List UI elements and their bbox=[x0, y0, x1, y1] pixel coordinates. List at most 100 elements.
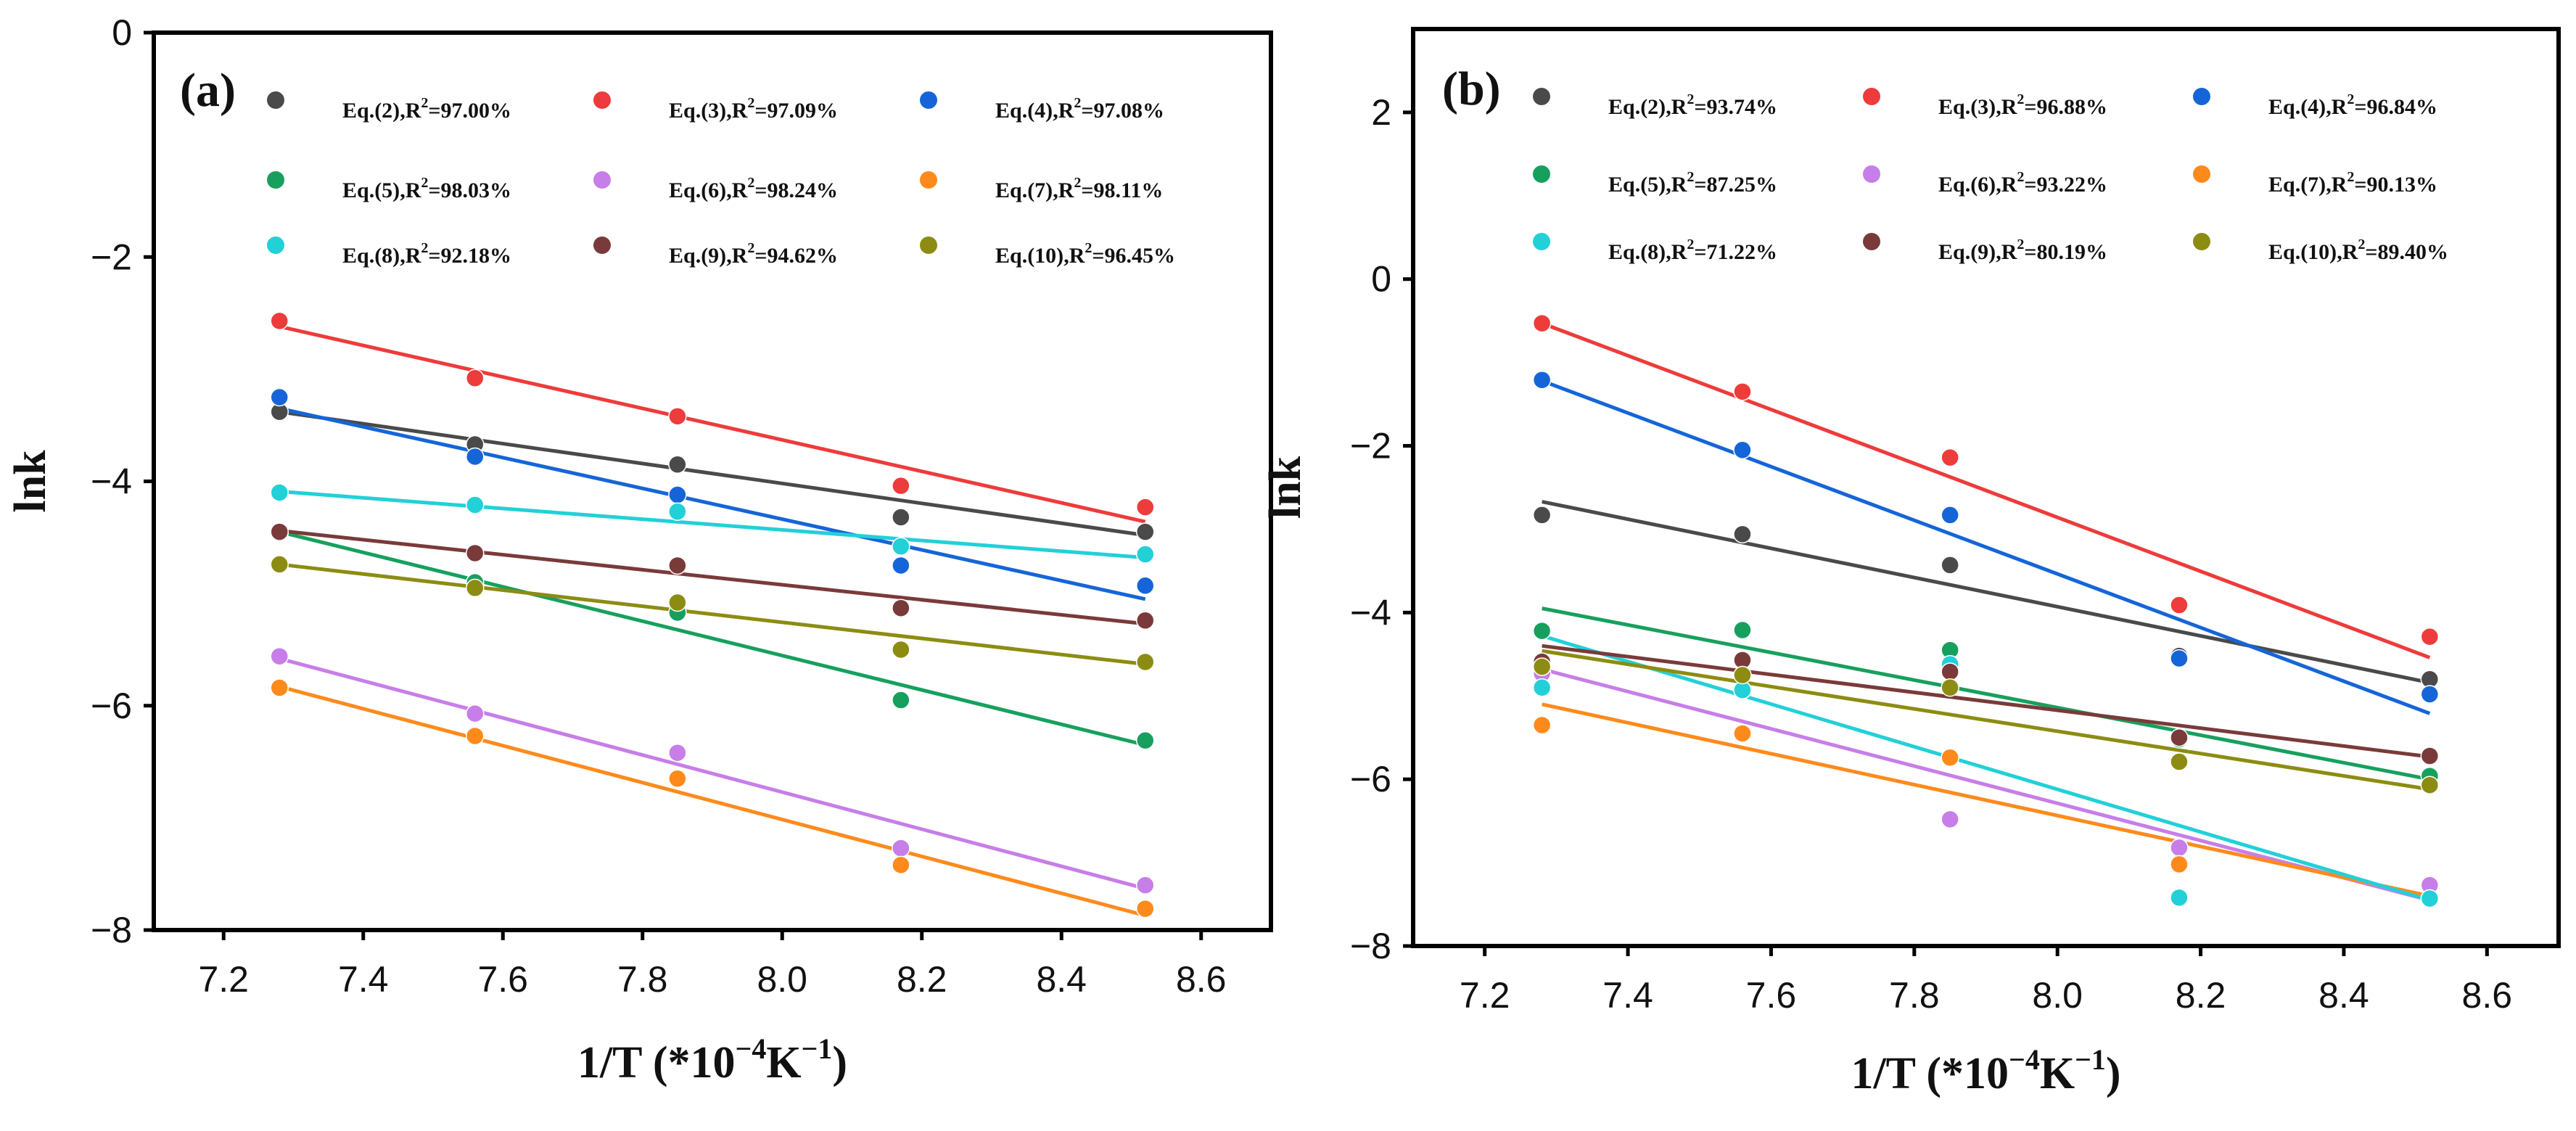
fit-line bbox=[279, 406, 1146, 601]
legend-entry-r: ,R bbox=[1996, 240, 2017, 264]
legend-entry: Eq.(10),R2=96.45% bbox=[995, 240, 1175, 268]
data-point bbox=[1136, 611, 1155, 630]
legend-marker bbox=[1863, 88, 1880, 105]
legend-marker bbox=[593, 91, 611, 109]
data-point bbox=[466, 369, 485, 387]
legend-marker bbox=[2193, 233, 2210, 250]
legend-entry-equals: = bbox=[1092, 244, 1104, 268]
x-tick-label: 7.2 bbox=[198, 959, 249, 1000]
x-tick-label: 7.8 bbox=[617, 959, 668, 1000]
legend-entry-r: ,R bbox=[2337, 240, 2358, 264]
data-point bbox=[2170, 728, 2189, 747]
data-point bbox=[1532, 678, 1552, 697]
chart-panel-b: 7.2 7.4 7.6 7.8 8.0 8.2 8.4 8.6 2 0 −2 −4 −6 −8 lnk 1/T… bbox=[1261, 27, 2561, 1098]
data-point bbox=[1733, 440, 1752, 460]
legend-entry-r-exponent: 2 bbox=[2358, 237, 2365, 252]
data-point bbox=[892, 508, 910, 527]
legend-entry-r-exponent: 2 bbox=[2017, 237, 2024, 252]
legend-entry-r-exponent: 2 bbox=[747, 240, 754, 256]
x-axis-label-unit-exponent: −1 bbox=[2075, 1043, 2106, 1076]
y-tick-label: −2 bbox=[91, 237, 132, 277]
data-point bbox=[1941, 448, 1959, 467]
data-point bbox=[892, 556, 910, 575]
data-point bbox=[2420, 627, 2440, 646]
data-point bbox=[1532, 657, 1552, 676]
legend-entry-r-exponent: 2 bbox=[747, 95, 754, 111]
y-tick-label: −6 bbox=[91, 686, 132, 726]
legend-entry: Eq.(3),R2=97.09% bbox=[669, 95, 838, 123]
data-point bbox=[270, 678, 289, 697]
legend-entry-r2: 89.40% bbox=[2377, 240, 2448, 264]
data-point bbox=[1136, 899, 1155, 918]
fit-line bbox=[1542, 500, 2430, 685]
legend-marker bbox=[920, 171, 937, 189]
legend-entry-name: Eq.(8) bbox=[342, 244, 400, 268]
legend-entry-r2: 92.18% bbox=[440, 244, 511, 268]
legend-marker bbox=[2193, 88, 2210, 105]
x-tick-label: 8.0 bbox=[757, 959, 807, 1000]
fit-line bbox=[1542, 649, 2430, 791]
legend-entry-name: Eq.(2) bbox=[1608, 95, 1666, 119]
legend-entry-r-exponent: 2 bbox=[747, 175, 754, 191]
legend-entry: Eq.(3),R2=96.88% bbox=[1938, 91, 2107, 119]
y-tick-label: −6 bbox=[1350, 759, 1391, 799]
data-point bbox=[1532, 715, 1552, 735]
legend-entry-r2: 94.62% bbox=[767, 244, 838, 268]
legend-entry-name: Eq.(4) bbox=[995, 99, 1053, 123]
x-axis-label-main: 1/T (*10 bbox=[577, 1038, 736, 1087]
plot-frame bbox=[152, 30, 1273, 932]
data-point bbox=[668, 502, 687, 521]
legend-entry-r: ,R bbox=[1053, 178, 1074, 202]
x-tick-label: 8.4 bbox=[2318, 975, 2369, 1016]
y-axis-label: lnk bbox=[6, 450, 55, 513]
legend-entry-r-exponent: 2 bbox=[1687, 91, 1694, 107]
data-point bbox=[1532, 371, 1552, 390]
data-point bbox=[270, 387, 289, 407]
legend-entry-equals: = bbox=[2024, 95, 2036, 119]
data-point bbox=[1532, 313, 1552, 333]
legend-entry-r2: 97.09% bbox=[767, 99, 838, 123]
x-tick-label: 8.0 bbox=[2032, 975, 2083, 1016]
data-point bbox=[1532, 621, 1552, 641]
data-point bbox=[270, 646, 289, 666]
legend-marker bbox=[1863, 233, 1880, 250]
legend-entry-name: Eq.(7) bbox=[995, 178, 1053, 202]
fit-line bbox=[1541, 634, 2431, 902]
data-point bbox=[2420, 889, 2440, 908]
data-point bbox=[2170, 888, 2189, 908]
data-point bbox=[892, 476, 910, 495]
legend-marker bbox=[593, 171, 611, 189]
x-axis-label-main: 1/T (*10 bbox=[1851, 1049, 2009, 1098]
data-point bbox=[466, 543, 485, 563]
data-point bbox=[1941, 556, 1959, 575]
x-tick-label: 8.6 bbox=[2462, 975, 2513, 1016]
legend-entry-r-exponent: 2 bbox=[1687, 169, 1694, 185]
legend-entry-r: ,R bbox=[726, 244, 748, 268]
y-tick-label: −4 bbox=[91, 461, 132, 502]
legend-entry-name: Eq.(3) bbox=[1938, 95, 1996, 119]
legend-entry: Eq.(6),R2=98.24% bbox=[669, 175, 838, 202]
data-point bbox=[1136, 731, 1155, 750]
legend-entry-r2: 98.24% bbox=[767, 178, 838, 202]
legend-entry-equals: = bbox=[1694, 173, 1706, 197]
data-point bbox=[270, 522, 289, 541]
legend-entry-name: Eq.(8) bbox=[1608, 240, 1666, 264]
legend-marker bbox=[267, 91, 284, 109]
x-tick-label: 7.4 bbox=[338, 959, 389, 1000]
legend-entry-r: ,R bbox=[1666, 240, 1687, 264]
legend-entry: Eq.(4),R2=96.84% bbox=[2268, 91, 2437, 119]
x-axis-label-close: ) bbox=[832, 1038, 847, 1087]
fit-line bbox=[1542, 606, 2430, 781]
legend-entry-name: Eq.(5) bbox=[1608, 173, 1666, 197]
fit-line bbox=[279, 489, 1145, 560]
data-point bbox=[668, 455, 687, 474]
legend-entry-r2: 71.22% bbox=[1706, 240, 1777, 264]
legend-marker bbox=[593, 237, 611, 254]
data-point bbox=[1733, 665, 1752, 685]
legend-entry-equals: = bbox=[428, 244, 440, 268]
x-tick-label: 7.6 bbox=[477, 959, 528, 1000]
data-point bbox=[2170, 855, 2189, 874]
legend-entry-equals: = bbox=[1081, 178, 1093, 202]
legend-entry-r2: 87.25% bbox=[1706, 173, 1777, 197]
legend-marker bbox=[920, 91, 937, 109]
